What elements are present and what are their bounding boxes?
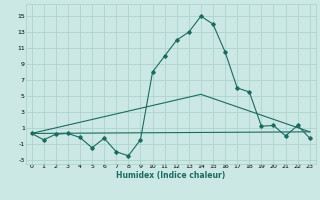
X-axis label: Humidex (Indice chaleur): Humidex (Indice chaleur) <box>116 171 225 180</box>
